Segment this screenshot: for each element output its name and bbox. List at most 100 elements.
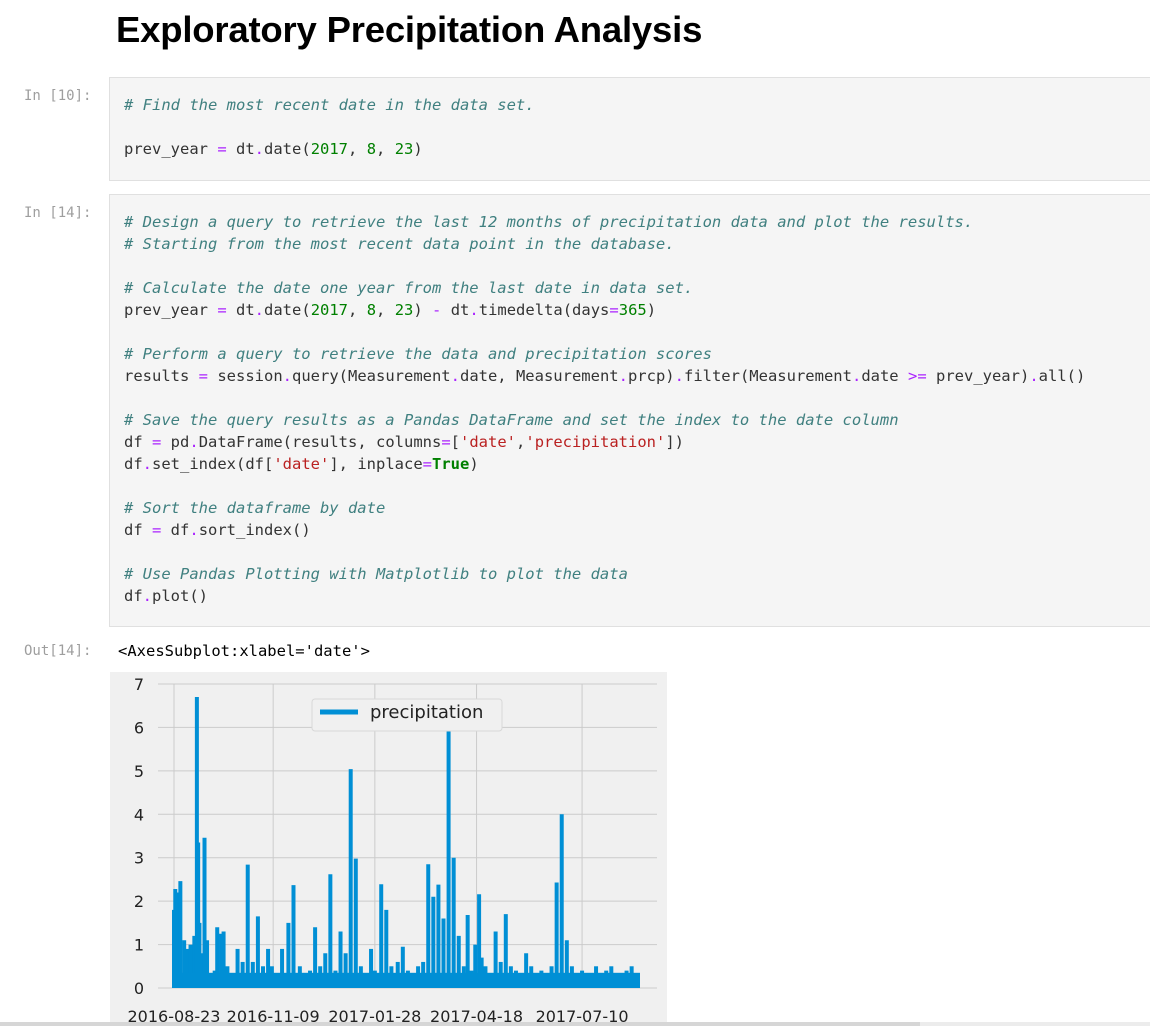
code-line: # Perform a query to retrieve the data a… — [124, 344, 712, 364]
legend-label: precipitation — [370, 702, 483, 723]
precipitation-series — [172, 697, 640, 988]
x-tick-label: 2016-08-23 — [128, 1007, 221, 1026]
code-line: prev_year = dt.date(2017, 8, 23) - dt.ti… — [124, 300, 656, 320]
code-token: # Sort the dataframe by date — [124, 499, 386, 517]
code-line: prev_year = dt.date(2017, 8, 23) — [124, 139, 423, 159]
code-token: # Save the query results as a Pandas Dat… — [124, 411, 899, 429]
precipitation-chart: 0 1 2 3 4 5 6 7 2016-08-23 2016-11-09 2017-01-28 20… — [128, 675, 657, 1026]
code-line: # Use Pandas Plotting with Matplotlib to… — [124, 564, 628, 584]
code-token: = — [609, 301, 619, 319]
code-token: date — [861, 367, 908, 385]
code-token: timedelta(days — [478, 301, 610, 319]
cell-prompt-14: In [14]: — [24, 205, 92, 221]
code-token: = — [441, 433, 451, 451]
code-token: 2017 — [310, 301, 349, 319]
code-token: 8 — [366, 301, 377, 319]
code-token: df — [124, 433, 152, 451]
code-token: . — [189, 433, 199, 451]
code-token: . — [450, 367, 460, 385]
code-token: dt — [441, 301, 470, 319]
code-token: DataFrame(results, columns — [198, 433, 442, 451]
code-line: # Starting from the most recent data poi… — [124, 234, 675, 254]
y-tick-label: 0 — [134, 979, 144, 998]
code-token: = — [198, 367, 208, 385]
code-token: 'precipitation' — [525, 433, 666, 451]
code-token: prev_year) — [926, 367, 1030, 385]
code-token: date( — [264, 301, 311, 319]
code-token: set_index(df[ — [152, 455, 274, 473]
code-token: . — [254, 140, 265, 158]
code-token: dt — [226, 301, 255, 319]
code-token: # Design a query to retrieve the last 12… — [124, 213, 974, 231]
y-tick-label: 7 — [134, 675, 144, 694]
code-token: all() — [1038, 367, 1086, 385]
code-token: dt — [226, 140, 255, 158]
code-token: 'date' — [460, 433, 517, 451]
code-line: # Find the most recent date in the data … — [124, 95, 535, 115]
y-tick-label: 6 — [134, 718, 144, 737]
x-tick-label: 2017-01-28 — [328, 1007, 421, 1026]
code-line: df = df.sort_index() — [124, 520, 311, 540]
code-token: , — [516, 433, 526, 451]
code-token: = — [152, 433, 162, 451]
x-tick-label: 2016-11-09 — [227, 1007, 320, 1026]
code-token: ) — [413, 140, 423, 158]
code-line: # Design a query to retrieve the last 12… — [124, 212, 973, 232]
code-line: df.plot() — [124, 586, 208, 606]
code-line: # Sort the dataframe by date — [124, 498, 385, 518]
code-token: . — [189, 521, 199, 539]
code-token: [ — [450, 433, 461, 451]
code-token: , — [376, 301, 395, 319]
code-token: ) — [469, 455, 479, 473]
code-token: . — [469, 301, 479, 319]
code-token: 'date' — [273, 455, 330, 473]
code-token: # Calculate the date one year from the l… — [124, 279, 694, 297]
code-token: df — [161, 521, 190, 539]
code-token: prev_year — [124, 140, 218, 158]
code-token: # Perform a query to retrieve the data a… — [124, 345, 712, 363]
code-token: prcp) — [627, 367, 675, 385]
code-token: , — [348, 140, 367, 158]
cell-prompt-10: In [10]: — [24, 88, 92, 104]
code-token: = — [217, 140, 227, 158]
x-tick-label: 2017-04-18 — [430, 1007, 523, 1026]
horizontal-scrollbar-thumb[interactable] — [0, 1022, 920, 1026]
code-cell-2[interactable] — [109, 194, 1150, 627]
code-token: . — [282, 367, 292, 385]
code-line: df = pd.DataFrame(results, columns=['dat… — [124, 432, 684, 452]
code-token: pd — [161, 433, 190, 451]
code-token: plot() — [152, 587, 209, 605]
code-token: 365 — [618, 301, 647, 319]
code-line: df.set_index(df['date'], inplace=True) — [124, 454, 479, 474]
code-line: # Save the query results as a Pandas Dat… — [124, 410, 899, 430]
code-token: , — [376, 140, 395, 158]
code-token: 2017 — [310, 140, 349, 158]
code-token: . — [674, 367, 684, 385]
code-token: . — [1029, 367, 1039, 385]
y-tick-label: 2 — [134, 892, 144, 911]
code-token: True — [432, 455, 470, 473]
code-token: . — [142, 455, 153, 473]
code-token: # Find the most recent date in the data … — [124, 96, 535, 114]
y-tick-label: 3 — [134, 849, 144, 868]
code-token: df — [124, 455, 143, 473]
code-token: >= — [907, 367, 927, 385]
code-token: df — [124, 587, 143, 605]
code-token: # Starting from the most recent data poi… — [124, 235, 675, 253]
code-token: . — [618, 367, 628, 385]
code-token: = — [217, 301, 227, 319]
y-tick-label: 1 — [134, 936, 144, 955]
code-token: , — [348, 301, 367, 319]
code-token: ], inplace — [329, 455, 423, 473]
code-cell-1[interactable] — [109, 77, 1150, 181]
code-token: - — [432, 301, 442, 319]
code-token: df — [124, 521, 152, 539]
code-token: . — [254, 301, 265, 319]
code-token: 23 — [394, 140, 414, 158]
page-title: Exploratory Precipitation Analysis — [116, 9, 703, 50]
code-token: 23 — [394, 301, 414, 319]
legend-box — [311, 698, 503, 732]
code-token: date( — [264, 140, 311, 158]
code-token: filter(Measurement — [683, 367, 852, 385]
code-token: 8 — [366, 140, 377, 158]
